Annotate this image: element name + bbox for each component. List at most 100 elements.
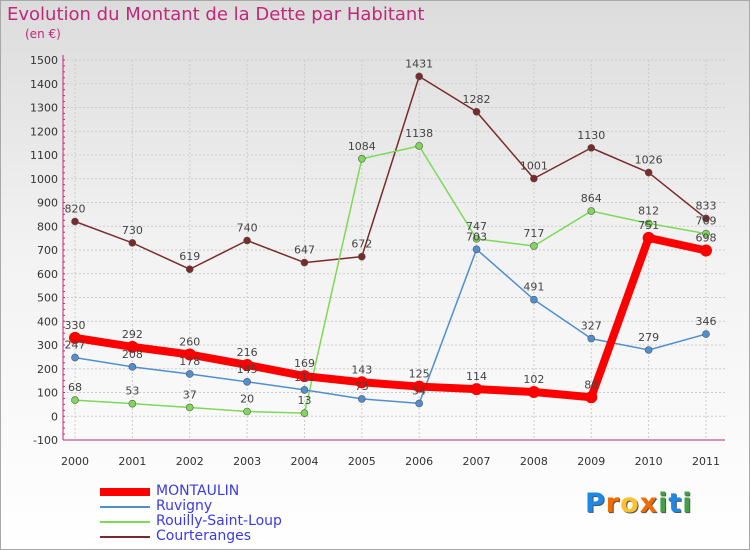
legend-label: Rouilly-Saint-Loup — [156, 513, 282, 529]
logo-letter: i — [682, 488, 693, 519]
data-point — [243, 407, 251, 416]
y-tick-label: 800 — [37, 220, 58, 233]
logo-letter: x — [639, 488, 659, 519]
data-label: 703 — [466, 230, 487, 243]
data-label: 1026 — [635, 154, 663, 167]
data-point — [702, 330, 710, 338]
data-label: 1431 — [405, 57, 433, 70]
data-label: 37 — [183, 388, 197, 401]
data-label: 169 — [294, 357, 315, 370]
data-label: 260 — [179, 336, 200, 349]
x-tick-label: 2011 — [692, 455, 720, 468]
data-point — [185, 265, 194, 274]
data-labels: 330 292 260 216 169 143 125 114 102 80 751 698 247 20… — [65, 57, 717, 407]
logo-letter: i — [658, 488, 669, 519]
data-point — [185, 370, 194, 378]
data-label: 111 — [294, 371, 315, 384]
data-point — [702, 214, 710, 223]
data-label: 143 — [351, 363, 372, 376]
data-label: 751 — [638, 219, 659, 232]
x-tick-label: 2000 — [61, 455, 89, 468]
data-point — [470, 383, 483, 396]
data-point — [71, 353, 79, 362]
data-point — [587, 334, 596, 343]
data-point — [355, 376, 368, 389]
series-layer — [69, 72, 712, 417]
data-point — [300, 258, 309, 267]
data-point — [527, 386, 540, 399]
data-label: 346 — [696, 315, 717, 328]
legend-label: Ruvigny — [156, 498, 213, 514]
y-tick-label: 600 — [37, 268, 58, 281]
y-tick-label: -100 — [33, 434, 58, 447]
data-point — [472, 107, 481, 116]
x-tick-label: 2006 — [405, 455, 433, 468]
data-point — [587, 144, 596, 152]
data-label: 740 — [237, 222, 258, 235]
data-label: 1001 — [520, 160, 548, 173]
data-point — [644, 168, 653, 177]
data-label: 1084 — [348, 140, 376, 153]
data-label: 730 — [122, 224, 143, 237]
legend-swatch — [100, 520, 150, 523]
y-tick-label: 0 — [51, 410, 58, 423]
data-point — [700, 244, 712, 257]
data-label: 54 — [412, 384, 426, 397]
x-tick-label: 2003 — [233, 455, 261, 468]
data-label: 114 — [466, 370, 487, 383]
logo-letter: t — [668, 488, 683, 519]
data-point — [128, 399, 137, 408]
data-point — [358, 252, 366, 261]
data-point — [585, 391, 598, 404]
data-point — [472, 245, 481, 254]
y-tick-label: 1200 — [30, 125, 58, 138]
data-point — [183, 348, 196, 361]
data-label: 1130 — [577, 129, 605, 142]
series-line-MONTAULIN — [71, 233, 710, 402]
y-tick-label: 1100 — [30, 149, 58, 162]
data-label: 812 — [638, 204, 659, 217]
data-label: 491 — [523, 281, 544, 294]
y-tick-label: 1300 — [30, 102, 58, 115]
x-tick-label: 2001 — [118, 455, 146, 468]
data-label: 1138 — [405, 127, 433, 140]
data-label: 102 — [523, 373, 544, 386]
data-label: 247 — [65, 339, 86, 352]
data-point — [358, 155, 366, 163]
data-label: 327 — [581, 320, 602, 333]
data-label: 864 — [581, 192, 602, 205]
data-point — [241, 358, 254, 371]
data-point — [128, 363, 137, 371]
legend-label: Courteranges — [156, 528, 252, 544]
data-point — [300, 409, 309, 417]
x-tick-label: 2005 — [348, 455, 376, 468]
logo-letter: P — [585, 488, 606, 519]
chart-subtitle: (en €) — [25, 27, 61, 41]
data-label: 178 — [179, 355, 200, 368]
data-point — [587, 207, 596, 215]
data-point — [644, 346, 653, 354]
x-tick-label: 2009 — [577, 455, 605, 468]
data-label: 125 — [409, 368, 430, 381]
data-point — [243, 378, 251, 386]
data-point — [530, 174, 538, 183]
legend-swatch — [100, 535, 150, 538]
data-point — [71, 396, 79, 404]
x-tick-label: 2007 — [463, 455, 491, 468]
data-label: 80 — [584, 378, 598, 391]
data-label: 145 — [237, 363, 258, 376]
data-point — [358, 395, 366, 403]
data-label: 672 — [351, 238, 372, 251]
data-point — [126, 340, 139, 353]
x-tick-label: 2008 — [520, 455, 548, 468]
data-label: 20 — [240, 393, 254, 406]
data-label: 208 — [122, 348, 143, 361]
data-point — [69, 331, 81, 344]
data-point — [300, 386, 309, 394]
series-line-Ruvigny — [74, 248, 707, 405]
data-label: 698 — [696, 231, 717, 244]
data-point — [530, 295, 538, 304]
x-tick-label: 2002 — [176, 455, 204, 468]
